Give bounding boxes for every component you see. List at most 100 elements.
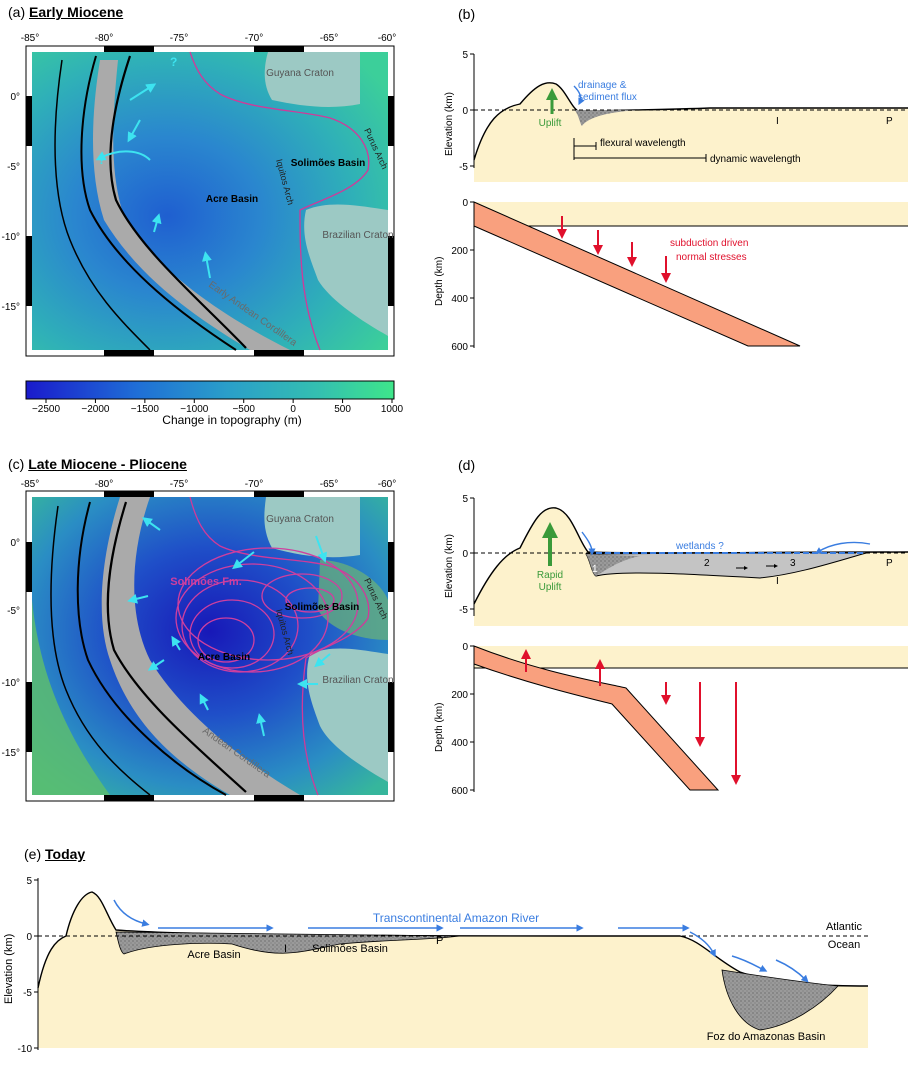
map-c-lat-tick: -10° (2, 678, 20, 689)
e-acre: Acre Basin (187, 949, 240, 961)
map-c-lon-tick: -65° (320, 479, 338, 490)
e-river-label: Transcontinental Amazon River (373, 911, 539, 925)
b-subduction: subduction driven (670, 238, 748, 249)
map-c-drainage-arrows (127, 517, 331, 737)
map-c-lon-tick: -70° (245, 479, 263, 490)
panel-a-title: Early Miocene (29, 4, 124, 20)
e-elev-tick: -5 (23, 988, 32, 999)
b-elev-tick: -5 (459, 162, 468, 173)
panel-c-title: Late Miocene - Pliocene (28, 456, 187, 472)
map-c-andes (101, 497, 300, 795)
b-elev-tick: 0 (462, 106, 468, 117)
map-a-lon-tick: -85° (21, 33, 39, 44)
e-foz: Foz do Amazonas Basin (707, 1031, 826, 1043)
e-foz-sediment (721, 969, 839, 1031)
map-a-guyana (264, 52, 360, 107)
b-sediment (574, 110, 640, 126)
d-I: I (776, 576, 779, 587)
map-a-lat-tick: 0° (10, 92, 20, 103)
colorbar-tick: −2000 (81, 404, 110, 415)
label-brazilian: Brazilian Craton (322, 230, 393, 241)
solimoes-contours (175, 547, 359, 673)
b-elev-tick: 5 (462, 50, 468, 61)
map-a-lon-tick: -60° (378, 33, 396, 44)
d-uplift: Uplift (539, 582, 562, 593)
d-n3: 3 (790, 558, 796, 569)
map-tick-labels: -85° -85° -80° -80° -75° -75° -70° -70° -65° -65°… (2, 33, 397, 759)
colorbar-tick: −2500 (32, 404, 61, 415)
b-uplift-label: Uplift (539, 118, 562, 129)
colorbar-tick: 1000 (381, 404, 404, 415)
e-elev-label: Elevation (km) (3, 934, 15, 1004)
b-depth-tick: 0 (462, 198, 468, 209)
colorbar-tick: −1500 (131, 404, 160, 415)
map-a-lon-tick: -75° (170, 33, 188, 44)
label-acre-c: Acre Basin (198, 652, 250, 663)
colorbar-tick: −500 (232, 404, 255, 415)
map-c-guyana (264, 497, 360, 558)
label-guyana: Guyana Craton (266, 68, 334, 79)
map-c-lat-tick: -5° (7, 606, 20, 617)
map-c-lon-tick: -75° (170, 479, 188, 490)
map-c-lat-tick: 0° (10, 538, 20, 549)
b-I: I (776, 116, 779, 127)
panel-c-label: (c) Late Miocene - Pliocene (8, 456, 187, 472)
map-a-lon-tick: -65° (320, 33, 338, 44)
d-n1: 1 (592, 564, 598, 575)
map-c-lat-tick: -15° (2, 748, 20, 759)
d-wetlands: wetlands ? (675, 541, 724, 552)
e-P: P (436, 935, 443, 947)
label-acre: Acre Basin (206, 194, 258, 205)
panel-d: 5 0 -5 Rapid Uplift wetlands ? 1 2 3 I P E… (434, 494, 908, 797)
e-ocean: Ocean (828, 939, 860, 951)
colorbar-tick: −1000 (180, 404, 209, 415)
d-rapid: Rapid (537, 570, 563, 581)
question-1: ? (170, 55, 177, 69)
b-stress-arrows (557, 216, 671, 283)
e-solimoes: Solimões Basin (312, 943, 388, 955)
map-a-lon-tick: -70° (245, 33, 263, 44)
colorbar-label: Change in topography (m) (162, 413, 301, 427)
map-c-lon-tick: -80° (95, 479, 113, 490)
colorbar-tick: 500 (334, 404, 351, 415)
map-c: Guyana Craton Brazilian Craton Purus Arc… (25, 490, 395, 802)
map-a-lon-tick: -80° (95, 33, 113, 44)
d-depth-label: Depth (km) (434, 703, 445, 752)
panel-b: 5 0 -5 Uplift drainage & sediment flux fle… (434, 50, 908, 353)
d-elev-tick: -5 (459, 605, 468, 616)
d-elev-tick: 5 (462, 494, 468, 505)
e-elev-tick: 0 (26, 932, 32, 943)
map-a-lat-tick: -10° (2, 232, 20, 243)
e-andean-sediment (115, 931, 461, 955)
panel-d-label: (d) (458, 457, 476, 473)
b-flex-label: flexural wavelength (600, 138, 686, 149)
map-c-lon-tick: -60° (378, 479, 396, 490)
d-P: P (886, 558, 893, 569)
b-depth-label: Depth (km) (434, 257, 445, 306)
label-solimoes-fm: Solimões Fm. (170, 576, 242, 588)
label-guyana-c: Guyana Craton (266, 514, 334, 525)
d-stress-arrows (521, 649, 741, 785)
b-dyn-label: dynamic wavelength (710, 154, 801, 165)
map-c-lon-tick: -85° (21, 479, 39, 490)
colorbar-tick: 0 (290, 404, 296, 415)
map-a: Guyana Craton Brazilian Craton Purus Arc… (25, 45, 395, 357)
map-a-lat-tick: -15° (2, 302, 20, 313)
b-depth-tick: 400 (451, 294, 468, 305)
b-depth-tick: 200 (451, 246, 468, 257)
d-depth-tick: 0 (462, 642, 468, 653)
e-river-arrows (113, 899, 809, 983)
d-n2: 2 (704, 558, 710, 569)
panel-e-title: Today (45, 846, 86, 862)
label-brazilian-c: Brazilian Craton (322, 675, 393, 686)
map-c-brazilian (307, 648, 388, 782)
b-P: P (886, 116, 893, 127)
b-depth-tick: 600 (451, 342, 468, 353)
d-elev-tick: 0 (462, 549, 468, 560)
e-I: I (284, 943, 287, 955)
label-solimoes-c: Solimões Basin (285, 602, 359, 613)
map-a-frame-bars (26, 46, 394, 356)
b-normal: normal stresses (676, 252, 747, 263)
e-elev-tick: -10 (18, 1044, 33, 1055)
